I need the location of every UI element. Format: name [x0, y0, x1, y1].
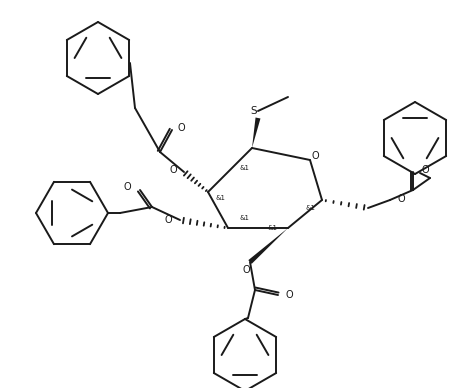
- Text: O: O: [286, 290, 294, 300]
- Text: O: O: [311, 151, 319, 161]
- Text: O: O: [422, 165, 430, 175]
- Text: &1: &1: [239, 215, 249, 221]
- Text: O: O: [177, 123, 185, 133]
- Text: O: O: [123, 182, 131, 192]
- Text: &1: &1: [240, 165, 250, 171]
- Text: S: S: [251, 106, 257, 116]
- Text: O: O: [398, 194, 406, 204]
- Polygon shape: [252, 118, 260, 148]
- Text: &1: &1: [267, 225, 277, 231]
- Text: O: O: [242, 265, 250, 275]
- Text: O: O: [169, 165, 177, 175]
- Polygon shape: [248, 228, 288, 264]
- Text: &1: &1: [215, 195, 225, 201]
- Text: O: O: [164, 215, 172, 225]
- Text: &1: &1: [305, 205, 315, 211]
